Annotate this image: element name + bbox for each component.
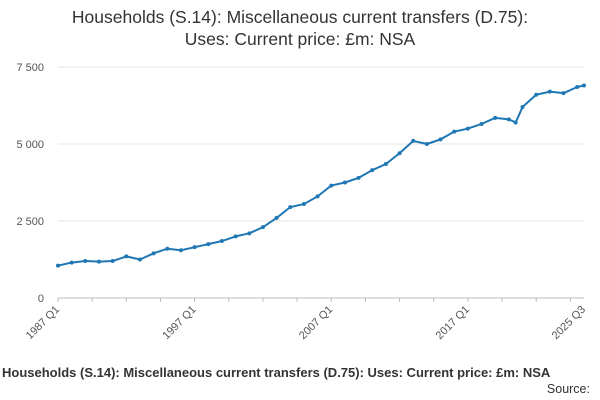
data-point [151, 251, 156, 256]
x-tick-label: 2007 Q1 [297, 304, 335, 342]
data-point [233, 234, 238, 239]
legend-entry: Households (S.14): Miscellaneous current… [2, 365, 551, 380]
data-point [575, 85, 580, 90]
data-point [192, 245, 197, 250]
data-point [356, 175, 361, 180]
data-point [165, 246, 170, 251]
series-line [57, 84, 585, 267]
data-point [110, 259, 115, 264]
chart-title: Households (S.14): Miscellaneous current… [0, 6, 600, 50]
data-point [561, 91, 566, 96]
data-point [96, 259, 101, 264]
chart-title-line-1: Households (S.14): Miscellaneous current… [71, 7, 529, 27]
data-point [547, 89, 552, 94]
data-point [178, 248, 183, 253]
data-point [56, 263, 60, 268]
data-point [493, 115, 498, 120]
data-point [520, 105, 525, 110]
data-point [288, 205, 293, 210]
data-point [383, 162, 388, 167]
data-point [219, 239, 224, 244]
y-tick-label: 5 000 [16, 139, 44, 151]
data-point [247, 231, 252, 236]
data-point [69, 260, 74, 265]
y-tick-label: 2 500 [16, 216, 44, 228]
data-point [315, 194, 320, 199]
data-point [452, 129, 457, 134]
y-tick-label: 7 500 [16, 62, 44, 74]
data-point [137, 257, 142, 262]
data-point [465, 126, 470, 131]
data-point [301, 202, 306, 207]
x-tick-label: 2017 Q1 [434, 304, 472, 342]
data-point [513, 120, 518, 125]
data-point [397, 151, 402, 156]
data-point [206, 242, 211, 247]
y-tick-label: 0 [38, 293, 44, 305]
x-tick-label: 2025 Q3 [550, 304, 588, 342]
data-point [506, 117, 511, 122]
data-point [411, 138, 416, 143]
data-point [124, 254, 129, 259]
data-point [534, 92, 539, 97]
data-point [438, 137, 443, 142]
source-label: Source: [546, 382, 590, 396]
data-point [370, 168, 375, 173]
data-point [83, 259, 88, 264]
x-tick-label: 1987 Q1 [24, 304, 62, 342]
data-point [260, 225, 265, 230]
data-point [329, 183, 334, 188]
data-point [274, 215, 279, 220]
chart-title-line-2: Uses: Current price: £m: NSA [184, 29, 416, 49]
x-tick-label: 1997 Q1 [160, 304, 198, 342]
data-point [424, 142, 429, 146]
data-point [479, 121, 484, 126]
data-point [342, 180, 347, 185]
data-point [582, 83, 586, 88]
legend: Households (S.14): Miscellaneous current… [0, 365, 600, 380]
